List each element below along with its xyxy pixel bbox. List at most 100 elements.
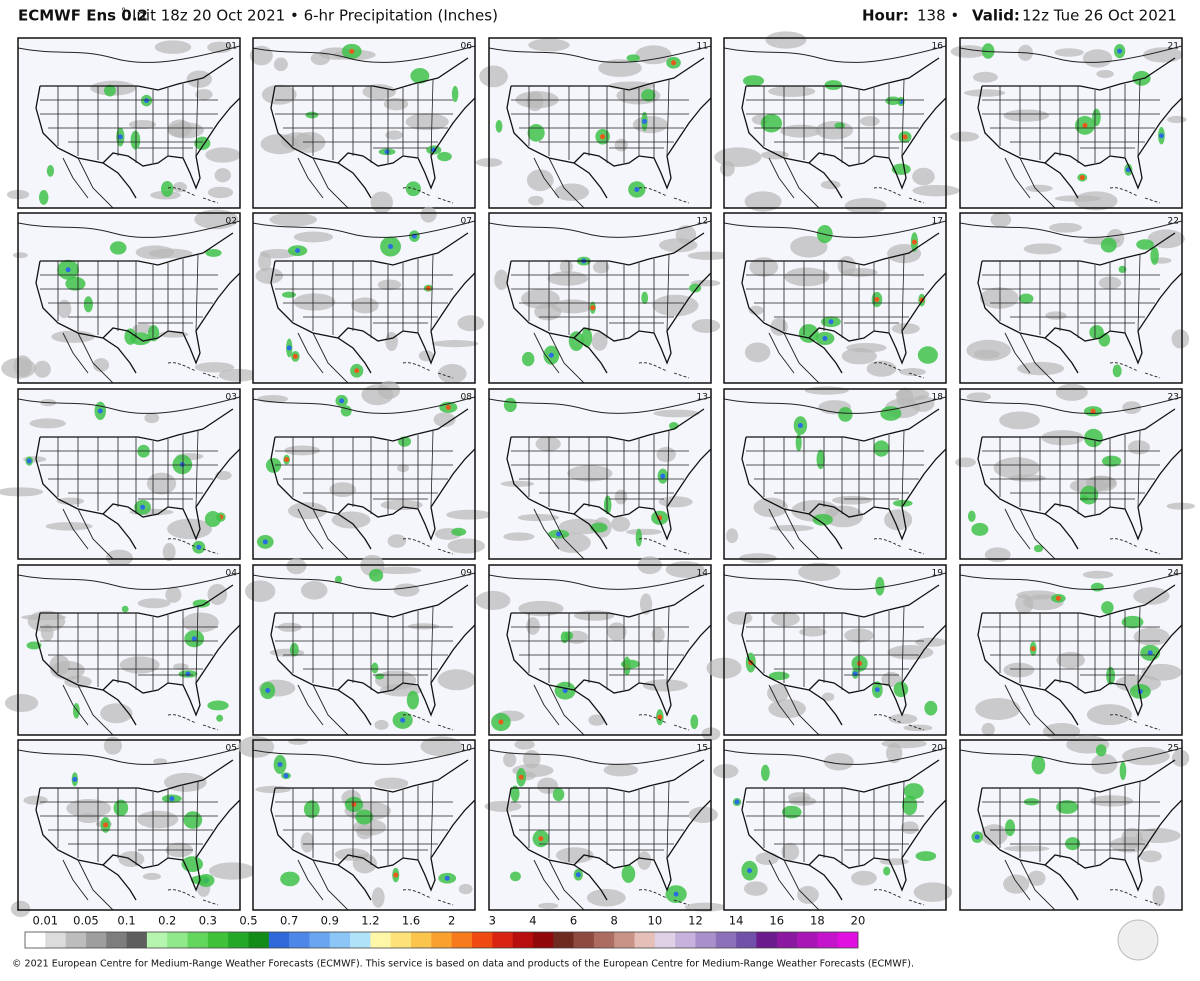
precip-light [207, 583, 228, 605]
precip-light [966, 392, 992, 402]
panel-border [17, 739, 241, 911]
colorbar-swatch [797, 932, 818, 948]
precip-light [13, 355, 33, 377]
precip-light [744, 342, 771, 363]
precip-green [1033, 544, 1044, 553]
precip-light [375, 566, 422, 575]
precip-heavy [1147, 650, 1153, 656]
precip-light [1127, 440, 1150, 455]
precip-heavy [103, 822, 109, 828]
precip-green [1136, 239, 1154, 250]
precip-light [182, 612, 219, 633]
precip-light [851, 870, 877, 886]
precip-light [980, 824, 1008, 846]
precip-green [621, 864, 636, 883]
precip-light [300, 832, 314, 853]
precip-light [653, 409, 700, 418]
hour-label: Hour: [862, 7, 909, 25]
precip-light [822, 692, 835, 702]
precip-light [887, 645, 934, 660]
precip-light [1082, 49, 1113, 68]
precip-light [446, 509, 492, 520]
precip-light [765, 31, 807, 49]
panel-border [723, 564, 947, 736]
precip-light [755, 852, 779, 865]
precip-light [675, 225, 697, 245]
precip-light [1054, 48, 1084, 57]
precip-green [1118, 265, 1127, 274]
precip-light [218, 368, 259, 382]
panel-border [252, 739, 476, 911]
colorbar-swatch [25, 932, 46, 948]
precip-heavy [911, 239, 917, 245]
precip-light [1152, 885, 1165, 907]
precip-light [45, 522, 93, 531]
precip-light [614, 489, 628, 505]
colorbar-label: 10 [648, 914, 663, 928]
precip-green [109, 241, 127, 255]
precip-light [383, 97, 409, 111]
precip-heavy [262, 539, 268, 545]
colorbar-swatch [817, 932, 838, 948]
precip-light [420, 206, 437, 223]
colorbar-swatch [370, 932, 392, 948]
precip-green [560, 631, 569, 644]
precip-light [503, 532, 535, 541]
precip-green [183, 811, 203, 829]
precip-light [153, 758, 168, 765]
precip-light [371, 887, 385, 908]
precip-heavy [590, 305, 596, 311]
precip-light [163, 772, 207, 792]
precip-light [1082, 570, 1114, 579]
precip-light [748, 305, 764, 315]
panel-border [252, 37, 476, 209]
member-label: 15 [697, 744, 708, 754]
precip-green [130, 130, 141, 150]
colorbar-swatch [553, 932, 574, 948]
panel-border [488, 739, 712, 911]
colorbar-swatch [776, 932, 798, 948]
colorbar-label: 6 [570, 914, 577, 928]
precip-light [639, 593, 653, 615]
precip-green [121, 605, 129, 613]
map-panel: 19 [706, 562, 947, 736]
precip-green [891, 163, 911, 175]
precip-light [972, 71, 998, 83]
map-panel: 15 [484, 739, 726, 912]
precip-green [192, 599, 211, 608]
precip-light [418, 350, 434, 362]
precip-light [4, 694, 39, 713]
colorbar-label: 16 [769, 914, 784, 928]
precip-green [883, 866, 891, 876]
precip-light [632, 115, 668, 134]
map-panel: 02 [1, 209, 259, 384]
member-label: 23 [1168, 393, 1179, 403]
precip-green [1092, 108, 1101, 127]
colorbar-swatch [573, 932, 595, 948]
precip-heavy [1090, 408, 1096, 414]
precip-light [534, 303, 562, 321]
precip-light [407, 623, 440, 630]
precip-light [146, 472, 177, 495]
precip-green [924, 700, 938, 716]
map-panel: 20 [713, 739, 953, 911]
precip-light [950, 131, 979, 142]
precip-green [915, 851, 937, 862]
colorbar-label: 1.6 [402, 914, 420, 928]
precip-green [303, 800, 320, 819]
precip-light [611, 516, 631, 532]
precip-heavy [874, 687, 880, 693]
colorbar-label: 0.2 [158, 914, 176, 928]
colorbar-swatch [309, 932, 331, 948]
precip-light [154, 40, 192, 54]
colorbar-swatch [248, 932, 270, 948]
precip-light [1086, 704, 1133, 726]
precip-heavy [400, 717, 406, 723]
map-panel: 12 [488, 212, 731, 384]
precip-heavy [191, 636, 197, 642]
precip-light [137, 810, 179, 829]
colorbar-label: 12 [688, 914, 703, 928]
member-label: 18 [932, 393, 944, 403]
precip-light [144, 412, 160, 424]
precip-light [447, 538, 486, 554]
